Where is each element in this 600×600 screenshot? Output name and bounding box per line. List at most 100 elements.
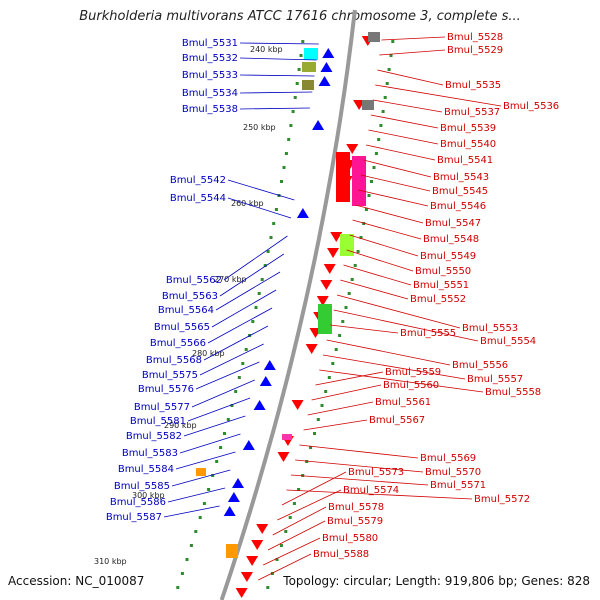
- right-leader-line: [326, 339, 451, 366]
- gene-block: [368, 32, 380, 42]
- right-gene-label: Bmul_5557: [467, 374, 523, 385]
- gc-dot: [341, 320, 345, 323]
- tick-label: 260 kbp: [231, 199, 264, 208]
- right-leader-line: [373, 99, 443, 113]
- gene-block: [302, 62, 316, 72]
- right-leader-line: [379, 49, 446, 56]
- gc-dot: [219, 446, 223, 449]
- left-leader-line: [215, 271, 281, 311]
- right-gene-label: Bmul_5580: [322, 533, 378, 544]
- right-gene-label: Bmul_5573: [348, 467, 404, 478]
- right-leader-line: [340, 279, 409, 300]
- gc-dot: [282, 166, 286, 169]
- left-gene-label: Bmul_5531: [182, 38, 238, 49]
- right-leader-line: [272, 506, 327, 536]
- topology-text: Topology: circular; Length: 919,806 bp; …: [283, 574, 590, 588]
- gc-dot: [344, 306, 348, 309]
- reverse-gene: [277, 452, 290, 462]
- left-leader-line: [199, 343, 264, 376]
- gc-dot: [194, 530, 198, 533]
- left-gene-label: Bmul_5587: [106, 512, 162, 523]
- right-leader-line: [286, 489, 473, 500]
- left-leader-line: [239, 42, 319, 45]
- gc-dot: [377, 138, 381, 141]
- right-leader-line: [346, 249, 414, 272]
- gc-dot: [207, 488, 211, 491]
- left-leader-line: [227, 197, 292, 219]
- tick-label: 250 kbp: [243, 123, 276, 132]
- gc-dot: [391, 40, 395, 43]
- right-leader-line: [319, 369, 484, 393]
- gc-dot: [370, 180, 373, 183]
- gc-dot: [297, 68, 301, 71]
- reverse-gene: [256, 524, 269, 534]
- left-leader-line: [219, 253, 285, 297]
- gc-dot: [305, 460, 309, 463]
- left-leader-line: [191, 379, 255, 408]
- gc-dot: [356, 250, 360, 253]
- right-leader-line: [281, 471, 347, 506]
- right-gene-label: Bmul_5551: [413, 280, 469, 291]
- gc-dot: [266, 586, 270, 589]
- forward-gene: [263, 360, 276, 370]
- gene-block: [196, 468, 206, 476]
- left-gene-label: Bmul_5577: [134, 402, 190, 413]
- left-leader-line: [223, 235, 288, 281]
- right-leader-line: [267, 520, 326, 551]
- left-leader-line: [167, 487, 226, 503]
- right-gene-label: Bmul_5559: [385, 367, 441, 378]
- gc-dot: [287, 138, 291, 141]
- left-gene-label: Bmul_5576: [138, 384, 194, 395]
- gc-dot: [291, 110, 295, 113]
- right-leader-line: [295, 459, 424, 473]
- gc-dot: [260, 278, 264, 281]
- right-leader-line: [263, 537, 321, 566]
- gc-dot: [297, 488, 301, 491]
- reverse-gene: [246, 556, 259, 566]
- right-gene-label: Bmul_5529: [447, 45, 503, 56]
- gc-dot: [387, 68, 391, 71]
- gc-dot: [251, 320, 255, 323]
- gc-dot: [185, 558, 189, 561]
- right-gene-label: Bmul_5570: [425, 467, 481, 478]
- gc-dot: [288, 516, 292, 519]
- left-gene-label: Bmul_5586: [110, 497, 166, 508]
- gc-dot: [327, 376, 331, 379]
- right-gene-label: Bmul_5547: [425, 218, 481, 229]
- left-leader-line: [239, 57, 317, 61]
- gene-block: [352, 156, 366, 206]
- right-gene-label: Bmul_5540: [440, 139, 496, 150]
- gc-dot: [176, 586, 180, 589]
- gc-dot: [313, 432, 316, 435]
- left-gene-label: Bmul_5566: [150, 338, 206, 349]
- right-gene-label: Bmul_5571: [430, 480, 486, 491]
- gc-dot: [244, 348, 248, 351]
- reverse-gene: [346, 144, 359, 154]
- gc-dot: [254, 306, 258, 309]
- right-leader-line: [311, 384, 382, 401]
- gc-dot: [279, 544, 283, 547]
- left-gene-label: Bmul_5568: [146, 355, 202, 366]
- left-gene-label: Bmul_5562: [166, 275, 222, 286]
- gc-dot: [274, 208, 278, 211]
- right-leader-line: [363, 159, 432, 178]
- right-leader-line: [333, 309, 479, 342]
- gc-dot: [289, 124, 293, 127]
- right-leader-line: [381, 36, 446, 41]
- left-leader-line: [239, 107, 310, 110]
- left-gene-label: Bmul_5564: [158, 305, 214, 316]
- right-gene-label: Bmul_5550: [415, 266, 471, 277]
- gc-dot: [284, 530, 288, 533]
- gc-dot: [316, 418, 320, 421]
- gene-block: [282, 434, 292, 440]
- left-leader-line: [211, 289, 277, 328]
- right-gene-label: Bmul_5567: [369, 415, 425, 426]
- right-leader-line: [375, 84, 502, 107]
- gc-dot: [215, 460, 219, 463]
- reverse-gene: [327, 248, 340, 258]
- right-leader-line: [290, 474, 429, 486]
- right-gene-label: Bmul_5553: [462, 323, 518, 334]
- gc-dot: [301, 40, 305, 43]
- gc-dot: [292, 502, 296, 505]
- right-gene-label: Bmul_5546: [430, 201, 486, 212]
